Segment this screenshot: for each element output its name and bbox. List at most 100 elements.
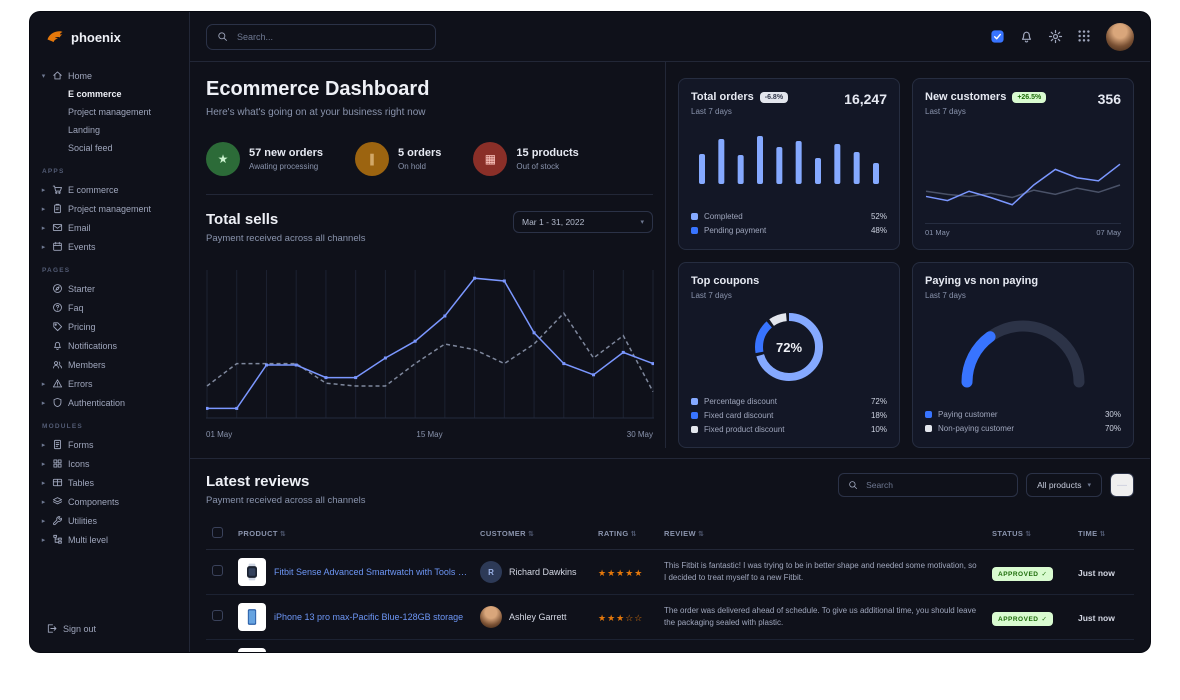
search-icon — [217, 31, 228, 42]
total-orders-card: Total orders -6.8% Last 7 days 16,247 Co… — [678, 78, 900, 250]
card-period: Last 7 days — [691, 291, 732, 300]
apps-grid-icon[interactable] — [1077, 29, 1092, 44]
help-icon — [52, 302, 63, 313]
legend-label: Fixed card discount — [704, 410, 774, 420]
legend-swatch — [691, 226, 698, 234]
all-products-filter[interactable]: All products ▾ — [1026, 473, 1102, 497]
sidebar: phoenix ▾ Home E commerce Project managemen… — [30, 12, 190, 652]
page-subtitle: Here's what's going on at your business … — [206, 107, 426, 118]
sidebar-item-forms[interactable]: ▸ Forms — [40, 435, 183, 454]
donut-chart — [755, 313, 823, 381]
status-badge: APPROVED ✓ — [992, 567, 1054, 582]
x-tick: 07 May — [1096, 228, 1121, 237]
legend-item: Non-paying customer 70% — [925, 421, 1121, 435]
column-header-product[interactable]: PRODUCT ⇅ — [232, 518, 474, 550]
column-header-status[interactable]: STATUS ⇅ — [986, 518, 1072, 550]
bell-icon[interactable] — [1019, 29, 1034, 44]
nav-section-label: PAGES — [42, 267, 71, 274]
chevron-right-icon: ▸ — [41, 205, 46, 213]
date-range-select[interactable]: Mar 1 - 31, 2022 ▾ — [513, 211, 653, 233]
column-header-review[interactable]: REVIEW ⇅ — [658, 518, 986, 550]
sidebar-item-tables[interactable]: ▸ Tables — [40, 473, 183, 492]
sidebar-item-faq[interactable]: Faq — [40, 298, 183, 317]
customer-name: Richard Dawkins — [509, 567, 577, 577]
sidebar-item-utilities[interactable]: ▸ Utilities — [40, 511, 183, 530]
legend-label: Fixed product discount — [704, 424, 785, 434]
sidebar-item-starter[interactable]: Starter — [40, 279, 183, 298]
column-header-rating[interactable]: RATING ⇅ — [592, 518, 658, 550]
select-all-checkbox[interactable] — [212, 527, 223, 538]
sidebar-item-label: Project management — [68, 203, 152, 214]
topbar — [190, 12, 1150, 62]
stats-row: ★ 57 new orders Awating processing ∥ 5 order… — [206, 142, 653, 195]
top-coupons-donut: 72% — [750, 308, 828, 386]
legend-item: Fixed card discount 18% — [691, 408, 887, 422]
reviews-search-input[interactable] — [864, 479, 1009, 491]
chevron-right-icon: ▸ — [41, 441, 46, 449]
cart-icon — [52, 184, 63, 195]
legend-swatch — [691, 212, 698, 220]
dashboard-cards: Total orders -6.8% Last 7 days 16,247 Co… — [666, 62, 1134, 448]
sidebar-item-social-feed[interactable]: Social feed — [68, 143, 113, 153]
sidebar-item-e-commerce[interactable]: ▸ E commerce — [40, 180, 183, 199]
sidebar-item-icons[interactable]: ▸ Icons — [40, 454, 183, 473]
legend-label: Percentage discount — [704, 396, 777, 406]
sidebar-item-notifications[interactable]: Notifications — [40, 336, 183, 355]
form-icon — [52, 439, 63, 450]
column-header-time[interactable]: TIME ⇅ — [1072, 518, 1134, 550]
page-title: Ecommerce Dashboard — [206, 78, 430, 100]
sidebar-item-errors[interactable]: ▸ Errors — [40, 374, 183, 393]
global-search[interactable] — [206, 23, 436, 50]
tree-icon — [52, 534, 63, 545]
new-customers-badge: +26.5% — [1012, 91, 1047, 103]
stat-out-of-stock: ▦ 15 products Out of stock — [473, 142, 579, 176]
sidebar-item-authentication[interactable]: ▸ Authentication — [40, 393, 183, 412]
sidebar-item-components[interactable]: ▸ Components — [40, 492, 183, 511]
signout-button[interactable]: Sign out — [30, 613, 189, 652]
reviews-search[interactable] — [838, 473, 1019, 497]
sidebar-item-events[interactable]: ▸ Events — [40, 237, 183, 256]
sidebar-item-project-management[interactable]: Project management — [68, 107, 152, 117]
card-period: Last 7 days — [925, 291, 966, 300]
search-input[interactable] — [235, 30, 425, 43]
sort-icon: ⇅ — [1099, 531, 1106, 538]
clipboard-icon — [52, 203, 63, 214]
sidebar-item-home[interactable]: ▾ Home — [40, 66, 183, 85]
sidebar-item-landing[interactable]: Landing — [68, 125, 101, 135]
total-sells-chart — [206, 270, 654, 419]
stat-value: 57 new orders — [249, 147, 323, 159]
product-link[interactable]: Fitbit Sense Advanced Smartwatch with To… — [274, 567, 468, 577]
rating-stars: ★★★☆☆ — [598, 613, 644, 623]
sidebar-item-pricing[interactable]: Pricing — [40, 317, 183, 336]
sidebar-item-multi-level[interactable]: ▸ Multi level — [40, 530, 183, 549]
sidebar-item-email[interactable]: ▸ Email — [40, 218, 183, 237]
legend-swatch — [925, 424, 932, 432]
home-icon — [52, 70, 63, 81]
table-options-button[interactable]: — — [1110, 473, 1134, 497]
user-avatar[interactable] — [1106, 22, 1134, 51]
nav-section-label: MODULES — [42, 423, 83, 430]
app-window: phoenix ▾ Home E commerce Project managemen… — [30, 12, 1150, 652]
card-title: Total orders — [691, 91, 754, 103]
review-row: iPhone 13 pro max-Pacific Blue-128GB sto… — [206, 594, 1134, 640]
tasks-icon[interactable] — [990, 29, 1005, 44]
sidebar-item-e-commerce[interactable]: E commerce — [68, 89, 122, 99]
stat-value: 5 orders — [397, 147, 442, 159]
tag-icon — [52, 321, 63, 332]
chevron-right-icon: ▸ — [41, 517, 46, 525]
chevron-right-icon: ▸ — [41, 460, 46, 468]
row-checkbox[interactable] — [212, 565, 223, 576]
legend-label: Non-paying customer — [938, 423, 1015, 433]
search-icon — [848, 480, 858, 490]
sidebar-item-members[interactable]: Members — [40, 355, 183, 374]
sidebar-item-project-management[interactable]: ▸ Project management — [40, 199, 183, 218]
latest-reviews-section: Latest reviews Payment received across a… — [190, 458, 1150, 652]
sidebar-item-label: Email — [68, 222, 91, 233]
column-header-customer[interactable]: CUSTOMER ⇅ — [474, 518, 592, 550]
product-link[interactable]: iPhone 13 pro max-Pacific Blue-128GB sto… — [274, 612, 464, 622]
star-icon: ★ — [206, 142, 240, 176]
row-checkbox[interactable] — [212, 610, 223, 621]
gear-icon[interactable] — [1048, 29, 1063, 44]
brand-logo[interactable]: phoenix — [30, 12, 189, 62]
donut-center-label: 72% — [775, 339, 803, 355]
